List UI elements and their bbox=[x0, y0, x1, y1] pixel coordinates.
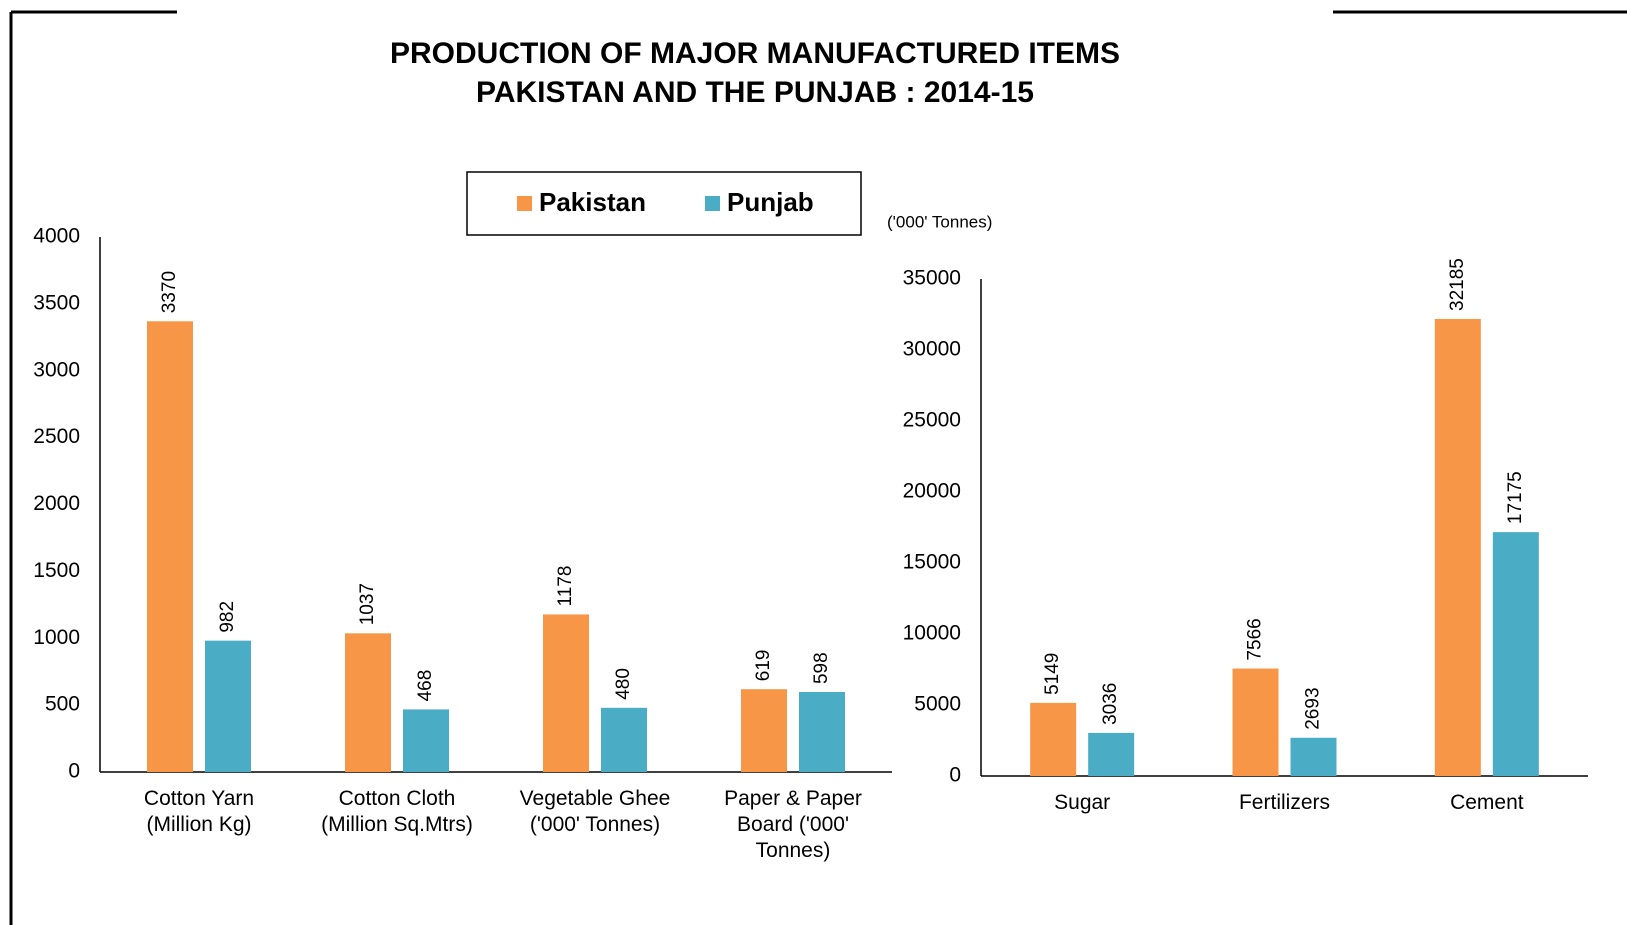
bar bbox=[147, 321, 193, 772]
x-tick-label: Cotton Yarn (Million Kg) bbox=[144, 787, 254, 836]
data-label: 17175 bbox=[1505, 471, 1526, 524]
legend-label: Punjab bbox=[727, 187, 814, 217]
x-tick-label-line: Fertilizers bbox=[1239, 791, 1330, 814]
y-tick-label: 25000 bbox=[903, 409, 961, 432]
data-label: 619 bbox=[753, 650, 774, 682]
y-tick-label: 0 bbox=[949, 764, 961, 787]
x-tick-label-line: Paper & Paper bbox=[724, 787, 862, 810]
data-label: 982 bbox=[217, 601, 238, 633]
data-label: 480 bbox=[613, 668, 634, 700]
x-tick-label-line: Sugar bbox=[1054, 791, 1110, 814]
data-label: 5149 bbox=[1042, 653, 1063, 695]
y-tick-label: 0 bbox=[68, 760, 80, 783]
x-tick-label: Fertilizers bbox=[1239, 791, 1330, 814]
y-tick-label: 35000 bbox=[903, 267, 961, 290]
bar bbox=[403, 709, 449, 772]
bar bbox=[601, 707, 647, 772]
x-tick-label-line: (Million Kg) bbox=[146, 813, 251, 836]
data-label: 32185 bbox=[1447, 258, 1468, 311]
x-tick-label: Paper & Paper Board ('000' Tonnes) bbox=[724, 787, 862, 862]
bar bbox=[543, 614, 589, 772]
data-label: 2693 bbox=[1303, 687, 1324, 729]
x-tick-label: Cotton Cloth (Million Sq.Mtrs) bbox=[321, 787, 473, 836]
bar bbox=[345, 633, 391, 772]
data-label: 7566 bbox=[1245, 618, 1266, 660]
bar bbox=[1030, 702, 1077, 776]
y-tick-label: 3500 bbox=[33, 291, 80, 314]
x-tick-label: Sugar bbox=[1054, 791, 1110, 814]
y-tick-label: 4000 bbox=[33, 225, 80, 248]
legend-label: Pakistan bbox=[539, 187, 646, 217]
data-label: 1178 bbox=[555, 566, 576, 607]
data-label: 3370 bbox=[159, 271, 180, 313]
bar bbox=[1088, 732, 1135, 776]
y-tick-label: 30000 bbox=[903, 338, 961, 361]
bar bbox=[1434, 318, 1481, 776]
x-tick-label-line: Cotton Yarn bbox=[144, 787, 254, 810]
bar bbox=[741, 689, 787, 772]
chart-title: PRODUCTION OF MAJOR MANUFACTURED ITEMS bbox=[390, 37, 1120, 70]
y-tick-label: 2500 bbox=[33, 425, 80, 448]
legend bbox=[466, 171, 862, 236]
y-tick-label: 20000 bbox=[903, 480, 961, 503]
y-axis-label: ('000' Tonnes) bbox=[887, 212, 992, 231]
y-tick-label: 5000 bbox=[914, 693, 961, 716]
bar bbox=[1232, 668, 1279, 776]
x-tick-label-line: Cotton Cloth bbox=[339, 787, 456, 810]
y-tick-label: 2000 bbox=[33, 492, 80, 515]
x-tick-label-line: Cement bbox=[1450, 791, 1524, 814]
x-tick-label-line: Tonnes) bbox=[756, 839, 831, 862]
y-tick-label: 15000 bbox=[903, 551, 961, 574]
bar bbox=[1492, 532, 1539, 776]
y-tick-label: 500 bbox=[45, 693, 80, 716]
bar bbox=[799, 692, 845, 772]
x-tick-label: Cement bbox=[1450, 791, 1524, 814]
x-tick-label: Vegetable Ghee ('000' Tonnes) bbox=[520, 787, 671, 836]
bar bbox=[205, 640, 251, 772]
x-tick-label-line: Vegetable Ghee bbox=[520, 787, 671, 810]
legend-swatch bbox=[517, 196, 532, 211]
x-tick-label-line: (Million Sq.Mtrs) bbox=[321, 813, 473, 836]
data-label: 598 bbox=[811, 652, 832, 684]
bar bbox=[1290, 737, 1337, 776]
y-tick-label: 10000 bbox=[903, 622, 961, 645]
legend-swatch bbox=[705, 196, 720, 211]
x-tick-label-line: Board ('000' bbox=[737, 813, 849, 836]
chart-subtitle: PAKISTAN AND THE PUNJAB : 2014-15 bbox=[476, 76, 1034, 109]
y-tick-label: 3000 bbox=[33, 358, 80, 381]
data-label: 3036 bbox=[1100, 683, 1121, 725]
y-tick-label: 1000 bbox=[33, 626, 80, 649]
y-tick-label: 1500 bbox=[33, 559, 80, 582]
x-tick-label-line: ('000' Tonnes) bbox=[530, 813, 660, 836]
data-label: 468 bbox=[415, 670, 436, 702]
data-label: 1037 bbox=[357, 583, 378, 625]
